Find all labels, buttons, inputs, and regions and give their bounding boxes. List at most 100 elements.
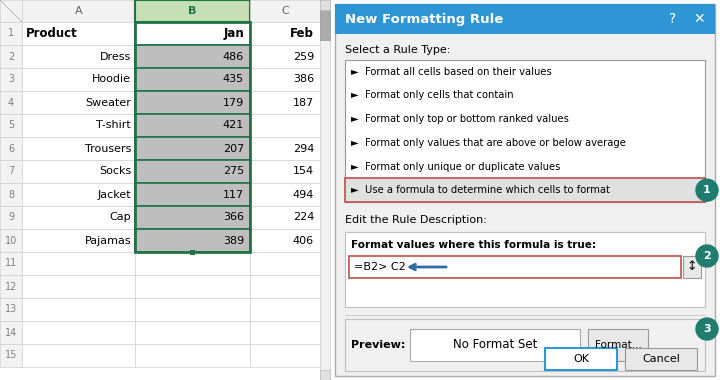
Bar: [0, 183, 22, 206]
Text: T-shirt: T-shirt: [96, 120, 131, 130]
Text: OK: OK: [573, 354, 589, 364]
Bar: [349, 256, 681, 278]
Text: 187: 187: [293, 98, 314, 108]
Bar: [320, 370, 330, 380]
Bar: [135, 22, 250, 45]
Text: 1: 1: [8, 28, 14, 38]
Text: 7: 7: [8, 166, 14, 176]
Bar: [135, 275, 250, 298]
Bar: [250, 298, 320, 321]
Bar: [320, 0, 330, 10]
Text: 421: 421: [222, 120, 244, 130]
Bar: [22, 298, 135, 321]
Bar: [135, 298, 250, 321]
Bar: [135, 206, 250, 229]
Text: 8: 8: [8, 190, 14, 200]
Circle shape: [696, 318, 718, 340]
Text: 2: 2: [703, 251, 711, 261]
Text: 15: 15: [5, 350, 17, 361]
Bar: [0, 298, 22, 321]
Bar: [250, 91, 320, 114]
Text: Feb: Feb: [290, 27, 314, 40]
Bar: [0, 344, 22, 367]
Bar: [345, 319, 705, 371]
Text: =B2> C2: =B2> C2: [354, 262, 406, 272]
Bar: [250, 137, 320, 160]
Bar: [0, 68, 22, 91]
Text: 3: 3: [8, 74, 14, 84]
Bar: [250, 0, 320, 22]
Bar: [135, 344, 250, 367]
Bar: [625, 348, 697, 370]
Bar: [22, 275, 135, 298]
Text: 435: 435: [223, 74, 244, 84]
Text: 10: 10: [5, 236, 17, 245]
Bar: [250, 229, 320, 252]
Text: ►  Format only top or bottom ranked values: ► Format only top or bottom ranked value…: [351, 114, 569, 124]
Bar: [135, 137, 250, 160]
Bar: [410, 329, 580, 361]
Text: 14: 14: [5, 328, 17, 337]
Text: 6: 6: [8, 144, 14, 154]
Bar: [320, 0, 330, 380]
Text: 1: 1: [703, 185, 711, 195]
Bar: [22, 252, 135, 275]
Bar: [135, 114, 250, 137]
Text: 224: 224: [292, 212, 314, 223]
Text: 12: 12: [5, 282, 17, 291]
Bar: [0, 137, 22, 160]
Bar: [250, 160, 320, 183]
Text: Cap: Cap: [109, 212, 131, 223]
Bar: [22, 68, 135, 91]
Text: 13: 13: [5, 304, 17, 315]
Bar: [545, 348, 617, 370]
Text: 207: 207: [222, 144, 244, 154]
Bar: [190, 250, 195, 255]
Text: 9: 9: [8, 212, 14, 223]
Bar: [0, 321, 22, 344]
Bar: [22, 45, 135, 68]
Text: Jacket: Jacket: [97, 190, 131, 200]
Text: 386: 386: [293, 74, 314, 84]
Text: Format...: Format...: [595, 340, 642, 350]
Text: New Formatting Rule: New Formatting Rule: [345, 13, 503, 25]
Bar: [250, 114, 320, 137]
Text: Hoodie: Hoodie: [92, 74, 131, 84]
Bar: [250, 252, 320, 275]
Text: Preview:: Preview:: [351, 340, 405, 350]
Text: 5: 5: [8, 120, 14, 130]
Text: A: A: [75, 6, 82, 16]
Text: ►  Format only values that are above or below average: ► Format only values that are above or b…: [351, 138, 626, 148]
Bar: [22, 321, 135, 344]
Bar: [250, 275, 320, 298]
Bar: [22, 160, 135, 183]
Bar: [250, 68, 320, 91]
Text: Cancel: Cancel: [642, 354, 680, 364]
Bar: [135, 229, 250, 252]
Bar: [22, 0, 135, 22]
Circle shape: [696, 179, 718, 201]
Text: C: C: [281, 6, 289, 16]
Text: Pajamas: Pajamas: [84, 236, 131, 245]
Bar: [0, 252, 22, 275]
Bar: [135, 45, 250, 68]
Text: Select a Rule Type:: Select a Rule Type:: [345, 45, 451, 55]
Bar: [250, 344, 320, 367]
Text: ?: ?: [670, 12, 677, 26]
Bar: [250, 321, 320, 344]
Bar: [250, 206, 320, 229]
Bar: [250, 45, 320, 68]
Bar: [683, 256, 701, 278]
Text: Format values where this formula is true:: Format values where this formula is true…: [351, 240, 596, 250]
Text: 2: 2: [8, 52, 14, 62]
Bar: [250, 183, 320, 206]
Bar: [135, 252, 250, 275]
Text: 275: 275: [222, 166, 244, 176]
Text: Product: Product: [26, 27, 78, 40]
Bar: [0, 160, 22, 183]
Bar: [345, 232, 705, 307]
Bar: [135, 0, 250, 22]
Bar: [135, 160, 250, 183]
Text: ►  Format only cells that contain: ► Format only cells that contain: [351, 90, 513, 100]
Text: ►  Format only unique or duplicate values: ► Format only unique or duplicate values: [351, 162, 560, 171]
